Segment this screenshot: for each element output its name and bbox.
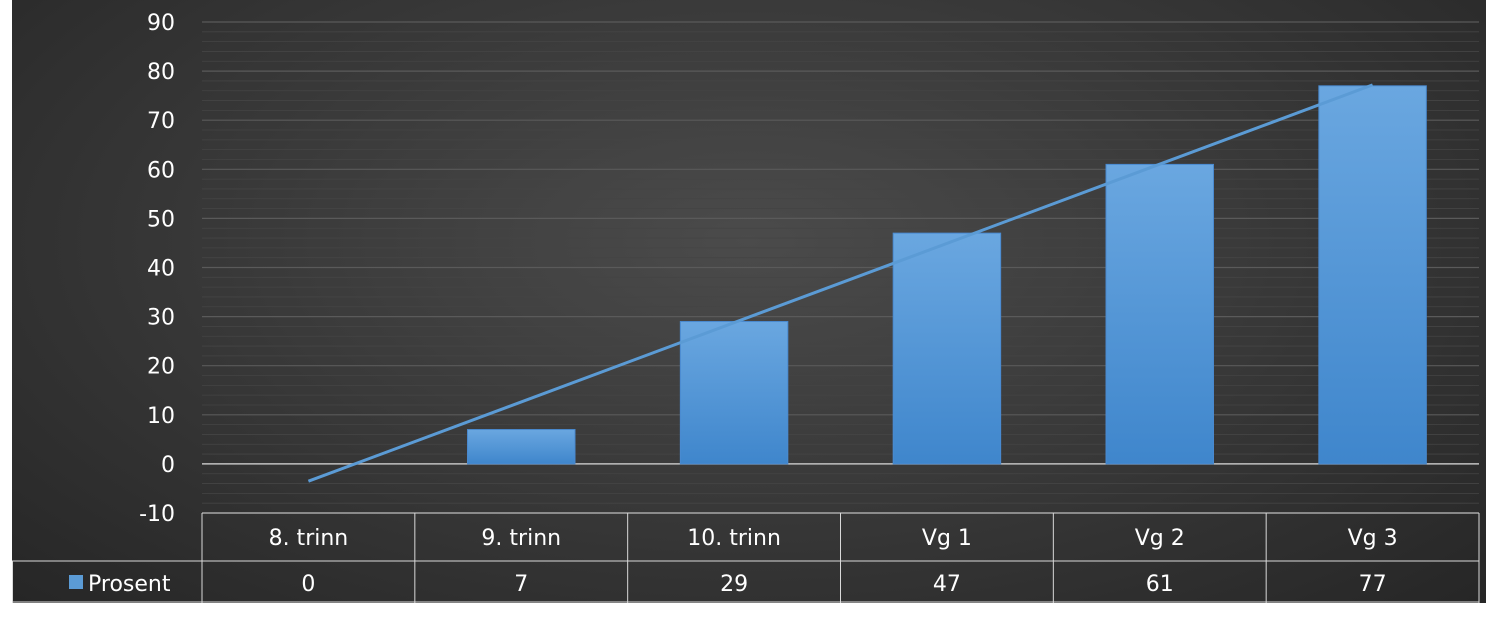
gridlines [202, 21, 1479, 514]
data-table: 8. trinn 9. trinn 10. trinn Vg 1 Vg 2 Vg 3 Pro… [12, 512, 1480, 603]
category-label: Vg 1 [922, 526, 972, 551]
category-label: 10. trinn [687, 526, 781, 551]
y-tick-label: 40 [147, 257, 175, 282]
data-value: 61 [1146, 572, 1174, 597]
trendline [307, 83, 1374, 483]
data-value: 0 [301, 572, 315, 597]
data-value: 77 [1359, 572, 1387, 597]
data-value: 47 [933, 572, 961, 597]
chart-area: -10 0 10 20 30 40 50 60 70 80 90 8. trinn 9. trinn 1… [12, 0, 1486, 603]
y-tick-label: 60 [147, 158, 175, 183]
bar [679, 321, 789, 465]
bar [1318, 85, 1427, 465]
series-name: Prosent [88, 572, 171, 597]
y-tick-label: 0 [161, 453, 175, 478]
category-label: 8. trinn [269, 526, 349, 551]
y-tick-label: 80 [147, 60, 175, 85]
y-tick-label: 70 [147, 109, 175, 134]
bar [467, 429, 576, 465]
y-tick-label: 20 [147, 355, 175, 380]
category-label: Vg 2 [1135, 526, 1185, 551]
y-tick-label: 30 [147, 306, 175, 331]
data-value: 7 [514, 572, 528, 597]
y-tick-label: 90 [147, 11, 175, 36]
bars [467, 85, 1427, 465]
category-label: Vg 3 [1348, 526, 1398, 551]
legend-key [69, 575, 83, 589]
bar [892, 232, 1002, 465]
bar [1105, 163, 1214, 465]
y-tick-label: 10 [147, 404, 175, 429]
y-tick-label: -10 [139, 502, 175, 527]
data-value: 29 [720, 572, 748, 597]
y-tick-label: 50 [147, 207, 175, 232]
y-axis-tick-labels: -10 0 10 20 30 40 50 60 70 80 90 [139, 11, 175, 527]
category-label: 9. trinn [481, 526, 561, 551]
